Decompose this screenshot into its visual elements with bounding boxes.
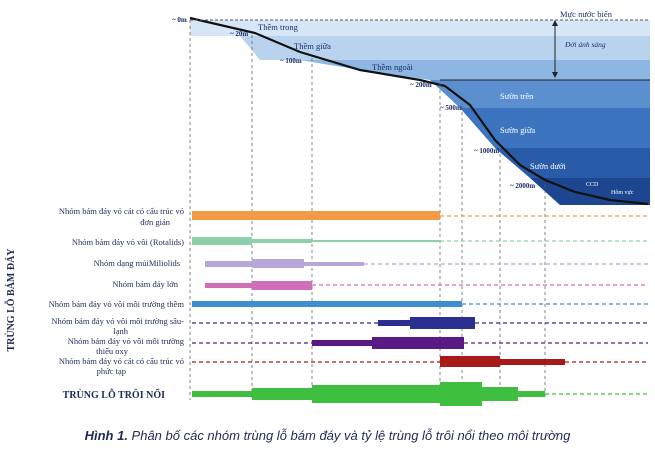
inner-shelf-label: Thềm trong [258, 22, 299, 32]
sea-level-label: Mực nước biển [560, 9, 613, 19]
group-label-planktonic: TRÙNG LỖ TRÔI NỔI [63, 388, 165, 401]
group-label-sand-simple: Nhóm bám đáy vỏ cát có cấu trúc vỏ đơn gi… [59, 206, 184, 227]
ccd-label: CCD [586, 182, 599, 188]
bar-sand-complex [440, 356, 500, 367]
depth-label: ~ 20m [230, 30, 248, 38]
group-label-shelf: Nhóm bám đáy vỏ vôi môi trường thềm [49, 299, 185, 309]
group-label-large: Nhóm bám đáy lớn [112, 279, 178, 289]
photic-zone-label: Đới ánh sáng [564, 40, 606, 49]
bar-large [205, 283, 252, 288]
zone-labels: Mực nước biển Đới ánh sáng Thềm trong Th… [258, 9, 634, 196]
lower-slope-label: Sườn dưới [530, 161, 567, 171]
bar-low-oxygen [312, 340, 372, 346]
middle-slope-label: Sườn giữa [500, 125, 535, 135]
upper-slope-label: Sườn trên [500, 91, 534, 101]
depth-label: ~ 500m [440, 104, 462, 112]
group-label-low-oxygen: Nhóm bám đáy vỏ vôi môi trường thiếu oxy [68, 336, 185, 356]
group-label-rotalids: Nhóm bám đáy vỏ vôi (Rotalids) [72, 237, 184, 247]
group-label-miliolids: Nhóm dạng múiMiliolids [94, 258, 180, 268]
caption-text: Phân bố các nhóm trùng lỗ bám đáy và tỷ … [127, 428, 571, 443]
depth-label: ~ 100m [280, 57, 302, 65]
bar-sand-complex [500, 359, 565, 365]
depth-label: ~ 0m [172, 16, 187, 24]
outer-shelf-label: Thềm ngoài [372, 62, 413, 72]
bar-miliolids [252, 259, 304, 268]
distribution-bars [192, 211, 648, 406]
bar-rotalids [312, 240, 440, 242]
bar-large [252, 281, 312, 290]
bar-deep-cold [410, 317, 475, 329]
bar-shelf [192, 301, 462, 307]
depth-label: ~ 2000m [510, 182, 535, 190]
bar-planktonic [192, 391, 252, 397]
group-labels: Nhóm bám đáy vỏ cát có cấu trúc vỏ đơn gi… [49, 206, 185, 401]
bar-planktonic [518, 391, 545, 397]
bar-rotalids [252, 239, 312, 243]
depth-label: ~ 1000m [474, 147, 499, 155]
figure-caption: Hình 1. Phân bố các nhóm trùng lỗ bám đá… [0, 428, 655, 443]
middle-shelf-label: Thềm giữa [294, 41, 331, 51]
group-label-sand-complex: Nhóm bám đáy vỏ cát có cấu trúc vỏ phức t… [59, 356, 184, 376]
bar-low-oxygen [372, 337, 464, 349]
bar-sand-simple [192, 211, 440, 220]
depth-labels: ~ 0m ~ 20m ~ 100m ~ 200m ~ 500m ~ 1000m … [172, 16, 535, 190]
abyss-label: Hõm vực [611, 190, 634, 196]
caption-label: Hình 1. [84, 428, 128, 443]
bar-miliolids [304, 262, 364, 266]
bar-deep-cold [378, 320, 410, 326]
y-axis-title: TRÙNG LỖ BÁM ĐÁY [4, 248, 17, 352]
bar-planktonic [312, 385, 440, 403]
depth-label: ~ 200m [410, 81, 432, 89]
bar-miliolids [205, 261, 252, 267]
bar-planktonic [482, 387, 518, 401]
water-column [189, 16, 650, 206]
bar-planktonic [252, 388, 312, 400]
bar-planktonic [440, 382, 482, 406]
bar-rotalids [192, 237, 252, 245]
group-label-deep-cold: Nhóm bám đáy vỏ vôi môi trường sâu-lạnh [51, 316, 184, 336]
